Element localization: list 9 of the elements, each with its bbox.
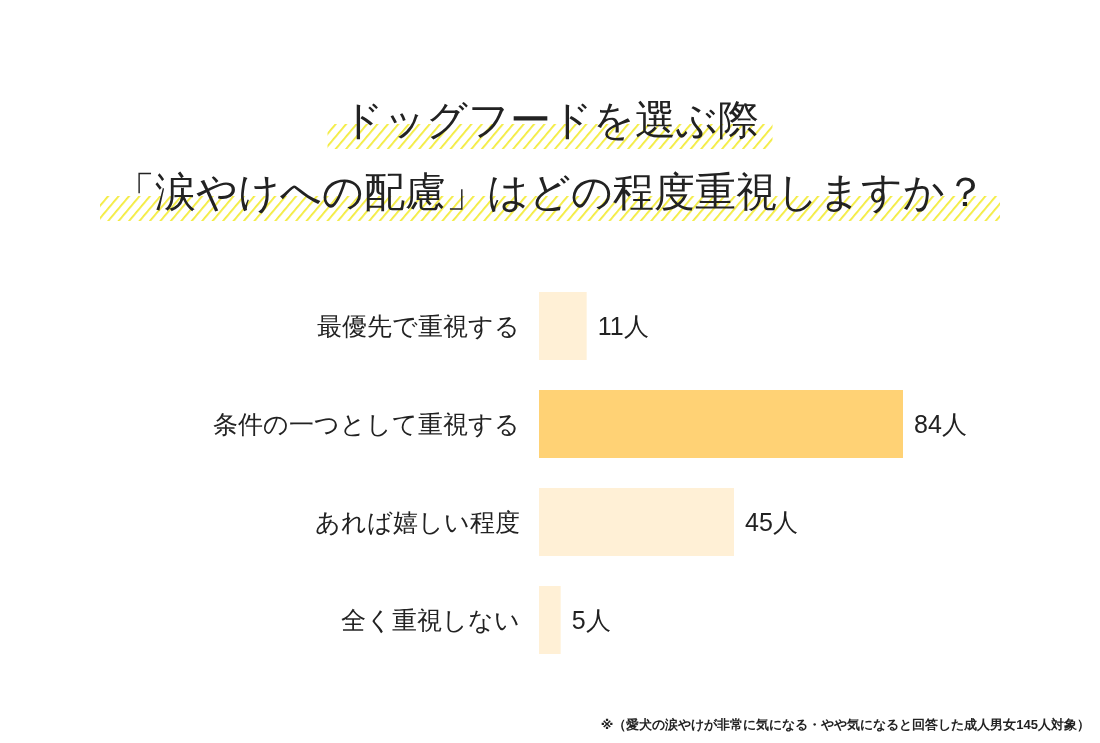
- data-label: 11人: [597, 312, 649, 340]
- data-label: 5人: [571, 606, 611, 634]
- category-label: あれば嬉しい程度: [315, 508, 520, 536]
- annotation: ※（愛犬の涙やけが非常に気になる・やや気になると回答した成人男女145人対象）: [600, 717, 1090, 732]
- category-label: 条件の一つとして重視する: [213, 410, 520, 438]
- data-label: 45人: [745, 508, 798, 536]
- category-label: 最優先で重視する: [317, 312, 520, 340]
- data-label: 84人: [914, 410, 967, 438]
- category-label: 全く重視しない: [341, 606, 520, 634]
